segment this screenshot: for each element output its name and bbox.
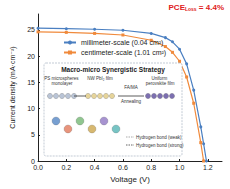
svg-text:FA/MA: FA/MA [124, 85, 138, 90]
svg-text:15: 15 [27, 79, 35, 86]
svg-text:Macro-micro Synergistic Strate: Macro-micro Synergistic Strategy [61, 66, 165, 74]
svg-text:= 4.4%: = 4.4% [197, 3, 224, 12]
svg-text:perovskite film: perovskite film [146, 81, 175, 86]
svg-text:1.0: 1.0 [175, 164, 185, 171]
svg-text:0.8: 0.8 [146, 164, 156, 171]
svg-text:Hydrogen bond (strong): Hydrogen bond (strong) [136, 143, 184, 148]
svg-text:0.6: 0.6 [118, 164, 128, 171]
svg-text:1.2: 1.2 [203, 164, 213, 171]
svg-text:0.4: 0.4 [90, 164, 100, 171]
svg-text:NW PbI₂ film: NW PbI₂ film [87, 76, 113, 81]
svg-text:25: 25 [27, 26, 35, 33]
svg-text:centimeter-scale (1.01 cm²): centimeter-scale (1.01 cm²) [81, 49, 166, 57]
svg-text:Hydrogen bond (weak): Hydrogen bond (weak) [136, 135, 182, 140]
svg-text:Loss: Loss [185, 6, 197, 12]
svg-text:Current density (mA·cm⁻²): Current density (mA·cm⁻²) [9, 46, 17, 128]
svg-text:Uniform: Uniform [151, 76, 169, 81]
svg-text:millimeter-scale (0.04 cm²): millimeter-scale (0.04 cm²) [81, 39, 163, 47]
svg-text:PCE: PCE [169, 3, 186, 12]
svg-text:0.0: 0.0 [33, 164, 43, 171]
svg-text:0: 0 [31, 157, 35, 165]
svg-text:Annealing: Annealing [121, 99, 142, 104]
svg-text:0.2: 0.2 [61, 164, 71, 171]
svg-text:5: 5 [31, 131, 35, 138]
svg-text:Voltage (V): Voltage (V) [110, 175, 150, 184]
svg-text:PS microspheres: PS microspheres [44, 76, 80, 81]
svg-text:10: 10 [27, 105, 35, 112]
svg-text:monolayer: monolayer [51, 81, 73, 86]
svg-text:20: 20 [27, 53, 35, 60]
